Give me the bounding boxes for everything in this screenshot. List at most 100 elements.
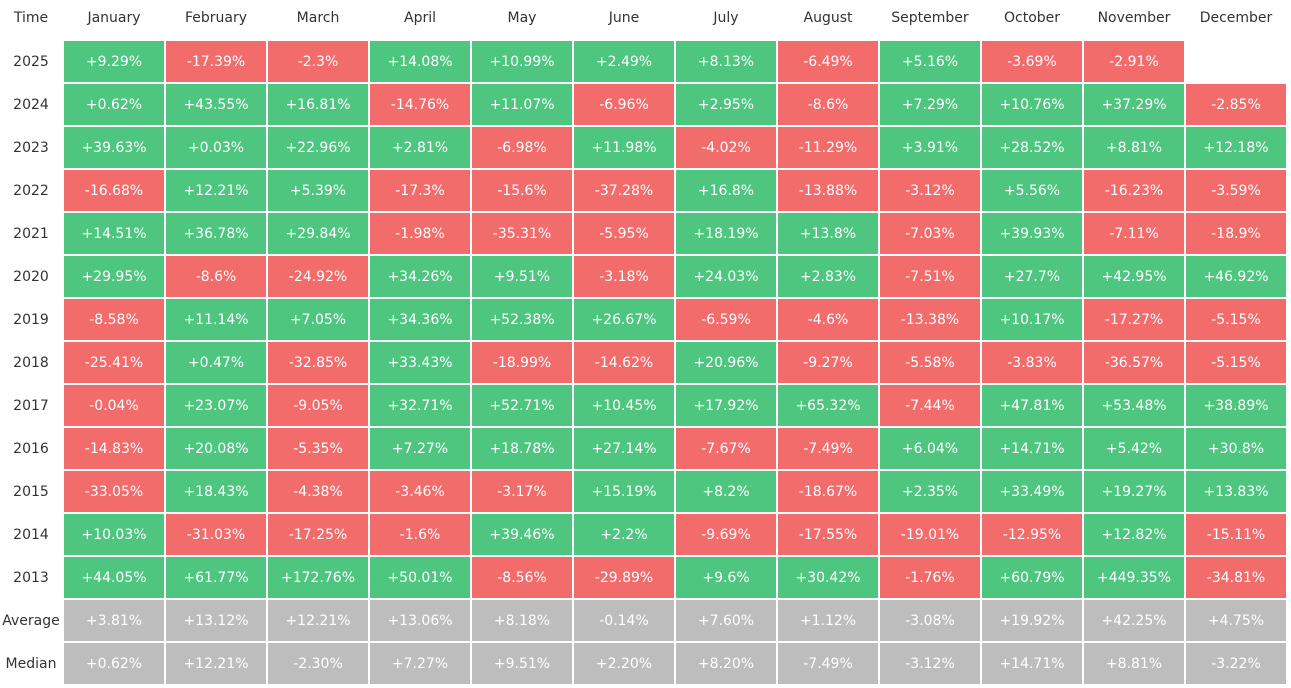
return-cell: -4.38% [268, 471, 368, 512]
return-cell: -3.83% [982, 342, 1082, 383]
summary-cell: +8.20% [676, 643, 776, 684]
return-cell: +11.98% [574, 127, 674, 168]
return-cell: +18.78% [472, 428, 572, 469]
year-label: 2019 [13, 311, 49, 328]
return-cell: +50.01% [370, 557, 470, 598]
return-cell: +3.91% [880, 127, 980, 168]
return-cell: -1.76% [880, 557, 980, 598]
return-cell: +7.29% [880, 84, 980, 125]
return-cell: -8.56% [472, 557, 572, 598]
return-cell: +65.32% [778, 385, 878, 426]
return-cell: -9.27% [778, 342, 878, 383]
month-header: July [713, 10, 739, 26]
return-cell: +24.03% [676, 256, 776, 297]
return-cell: +11.07% [472, 84, 572, 125]
return-cell: +47.81% [982, 385, 1082, 426]
month-header: August [803, 10, 853, 26]
return-cell: +9.51% [472, 256, 572, 297]
return-cell: -2.85% [1186, 84, 1286, 125]
return-cell: -1.98% [370, 213, 470, 254]
return-cell: -9.69% [676, 514, 776, 555]
return-cell: -17.39% [166, 41, 266, 82]
return-cell: +172.76% [268, 557, 368, 598]
summary-cell: +7.27% [370, 643, 470, 684]
month-header: November [1097, 10, 1171, 26]
summary-cell: -3.22% [1186, 643, 1286, 684]
return-cell: +0.62% [64, 84, 164, 125]
return-cell: -17.25% [268, 514, 368, 555]
return-cell: -18.67% [778, 471, 878, 512]
return-cell: -5.58% [880, 342, 980, 383]
return-cell: +33.49% [982, 471, 1082, 512]
return-cell: +12.82% [1084, 514, 1184, 555]
summary-cell: -3.12% [880, 643, 980, 684]
return-cell: +53.48% [1084, 385, 1184, 426]
summary-cell: +19.92% [982, 600, 1082, 641]
return-cell: -8.6% [166, 256, 266, 297]
year-label: 2017 [13, 397, 49, 414]
return-cell: +12.18% [1186, 127, 1286, 168]
summary-cell: -7.49% [778, 643, 878, 684]
return-cell: +14.51% [64, 213, 164, 254]
return-cell: +33.43% [370, 342, 470, 383]
return-cell: -8.6% [778, 84, 878, 125]
return-cell: -33.05% [64, 471, 164, 512]
return-cell: +43.55% [166, 84, 266, 125]
return-cell: +5.39% [268, 170, 368, 211]
year-label: 2014 [13, 526, 49, 543]
year-label: 2015 [13, 483, 49, 500]
return-cell: +61.77% [166, 557, 266, 598]
return-cell: +0.47% [166, 342, 266, 383]
month-header: January [87, 10, 141, 26]
return-cell: +44.05% [64, 557, 164, 598]
return-cell: +42.95% [1084, 256, 1184, 297]
summary-label: Median [5, 655, 57, 672]
return-cell: +2.83% [778, 256, 878, 297]
year-label: 2025 [13, 53, 49, 70]
return-cell: +2.95% [676, 84, 776, 125]
return-cell: -19.01% [880, 514, 980, 555]
return-cell: -2.91% [1084, 41, 1184, 82]
summary-cell: +42.25% [1084, 600, 1184, 641]
summary-cell: -0.14% [574, 600, 674, 641]
return-cell: -7.51% [880, 256, 980, 297]
return-cell: +8.2% [676, 471, 776, 512]
month-header: May [507, 10, 537, 26]
return-cell: -2.3% [268, 41, 368, 82]
return-cell: +2.81% [370, 127, 470, 168]
return-cell: +10.99% [472, 41, 572, 82]
return-cell: -14.83% [64, 428, 164, 469]
return-cell: +2.2% [574, 514, 674, 555]
year-label: 2021 [13, 225, 49, 242]
return-cell: -5.35% [268, 428, 368, 469]
return-cell: +8.13% [676, 41, 776, 82]
return-cell: -6.98% [472, 127, 572, 168]
return-cell: +16.81% [268, 84, 368, 125]
return-cell: +9.6% [676, 557, 776, 598]
return-cell: +28.52% [982, 127, 1082, 168]
summary-label: Average [2, 612, 60, 629]
return-cell: -12.95% [982, 514, 1082, 555]
summary-cell: +12.21% [166, 643, 266, 684]
return-cell: -6.96% [574, 84, 674, 125]
return-cell: +19.27% [1084, 471, 1184, 512]
year-label: 2020 [13, 268, 49, 285]
return-cell: -4.6% [778, 299, 878, 340]
return-cell: -37.28% [574, 170, 674, 211]
return-cell: +10.17% [982, 299, 1082, 340]
year-label: 2013 [13, 569, 49, 586]
return-cell: -7.44% [880, 385, 980, 426]
return-cell: +8.81% [1084, 127, 1184, 168]
return-cell: -17.55% [778, 514, 878, 555]
return-cell: +17.92% [676, 385, 776, 426]
return-cell: +5.42% [1084, 428, 1184, 469]
summary-cell: +8.81% [1084, 643, 1184, 684]
return-cell: +32.71% [370, 385, 470, 426]
return-cell: +14.08% [370, 41, 470, 82]
return-cell: -16.23% [1084, 170, 1184, 211]
return-cell: +449.35% [1084, 557, 1184, 598]
return-cell: +60.79% [982, 557, 1082, 598]
return-cell: +39.46% [472, 514, 572, 555]
return-cell: +7.05% [268, 299, 368, 340]
return-cell: +7.27% [370, 428, 470, 469]
